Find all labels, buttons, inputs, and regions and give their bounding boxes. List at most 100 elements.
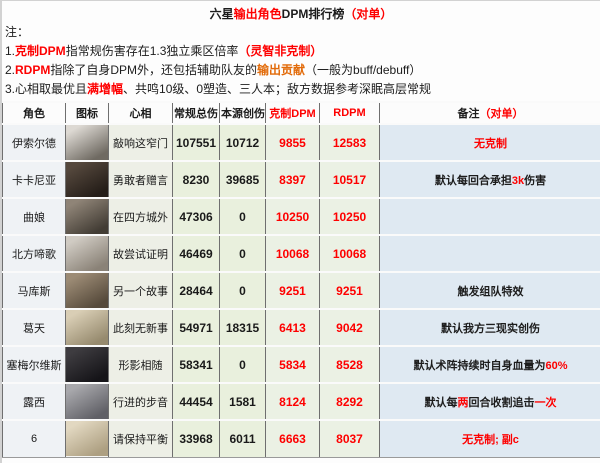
character-name: 马库斯 — [2, 271, 66, 310]
remark: 默认每两回合收割追击一次 — [379, 382, 600, 421]
stat-rdpm: 8292 — [319, 382, 380, 421]
stat-counter-dpm: 10068 — [265, 234, 320, 273]
character-portrait-cell — [65, 234, 109, 273]
stat-source-damage: 0 — [219, 271, 266, 310]
header-counter-dpm: 克制DPM — [265, 101, 320, 125]
psychube-name: 在四方城外 — [108, 197, 173, 236]
table-row: 6 请保持平衡 33968 6011 6663 8037 无克制; 副c — [2, 419, 600, 458]
stat-normal-damage: 47306 — [172, 197, 220, 236]
stat-source-damage: 0 — [219, 197, 266, 236]
note-line-2: 2.RDPM指除了自身DPM外，还包括辅助队友的输出贡献（一般为buff/deb… — [5, 63, 422, 77]
character-name: 露西 — [2, 382, 66, 421]
stat-counter-dpm: 5834 — [265, 345, 320, 384]
character-portrait-cell — [65, 419, 109, 458]
remark: 默认每回合承担3k伤害 — [379, 160, 600, 199]
stat-counter-dpm: 6413 — [265, 308, 320, 347]
character-name: 塞梅尔维斯 — [2, 345, 66, 384]
table-row: 露西 行进的步音 44454 1581 8124 8292 默认每两回合收割追击… — [2, 382, 600, 421]
table-row: 马库斯 另一个故事 28464 0 9251 9251 触发组队特效 — [2, 271, 600, 310]
psychube-name: 故尝试证明 — [108, 234, 173, 273]
stat-counter-dpm: 9855 — [265, 123, 320, 162]
header-rdpm: RDPM — [319, 101, 380, 125]
stat-source-damage: 18315 — [219, 308, 266, 347]
stat-counter-dpm: 6663 — [265, 419, 320, 458]
table-row: 曲娘 在四方城外 47306 0 10250 10250 — [2, 197, 600, 236]
stat-rdpm: 10068 — [319, 234, 380, 273]
character-portrait-cell — [65, 160, 109, 199]
stat-counter-dpm: 10250 — [265, 197, 320, 236]
stat-normal-damage: 44454 — [172, 382, 220, 421]
character-portrait-icon — [66, 385, 108, 419]
header-psychube: 心相 — [108, 101, 173, 125]
character-name: 葛天 — [2, 308, 66, 347]
table-row: 塞梅尔维斯 形影相随 58341 0 5834 8528 默认术阵持续时自身血量… — [2, 345, 600, 384]
character-portrait-cell — [65, 382, 109, 421]
character-portrait-cell — [65, 123, 109, 162]
dpm-ranking-table: 角色 图标 心相 常规总伤 本源创伤 克制DPM RDPM 备注（对单） 伊索尔… — [2, 101, 600, 458]
stat-counter-dpm: 8124 — [265, 382, 320, 421]
stat-rdpm: 10250 — [319, 197, 380, 236]
character-name: 伊索尔德 — [2, 123, 66, 162]
note-line-3: 3.心相取最优且满增幅、共鸣10级、0塑造、三人本；敌方数据参考深眠高层常规 — [5, 82, 432, 96]
character-portrait-icon — [66, 348, 108, 382]
character-portrait-icon — [66, 200, 108, 234]
stat-source-damage: 0 — [219, 345, 266, 384]
stat-rdpm: 9251 — [319, 271, 380, 310]
stat-source-damage: 39685 — [219, 160, 266, 199]
stat-rdpm: 10517 — [319, 160, 380, 199]
character-portrait-icon — [66, 237, 108, 271]
stat-normal-damage: 28464 — [172, 271, 220, 310]
remark — [379, 234, 600, 273]
remark — [379, 197, 600, 236]
character-portrait-cell — [65, 308, 109, 347]
stat-counter-dpm: 9251 — [265, 271, 320, 310]
psychube-name: 敲响这窄门 — [108, 123, 173, 162]
character-name: 曲娘 — [2, 197, 66, 236]
character-name: 6 — [2, 419, 66, 458]
notes-label: 注： — [5, 25, 30, 39]
remark: 触发组队特效 — [379, 271, 600, 310]
stat-normal-damage: 54971 — [172, 308, 220, 347]
remark: 默认我方三现实创伤 — [379, 308, 600, 347]
psychube-name: 形影相随 — [108, 345, 173, 384]
psychube-name: 另一个故事 — [108, 271, 173, 310]
character-portrait-cell — [65, 197, 109, 236]
header-icon: 图标 — [65, 101, 109, 125]
character-portrait-icon — [66, 422, 108, 456]
character-portrait-icon — [66, 163, 108, 197]
psychube-name: 此刻无新事 — [108, 308, 173, 347]
stat-counter-dpm: 8397 — [265, 160, 320, 199]
character-portrait-icon — [66, 311, 108, 345]
character-portrait-icon — [66, 274, 108, 308]
stat-normal-damage: 58341 — [172, 345, 220, 384]
stat-normal-damage: 107551 — [172, 123, 220, 162]
stat-source-damage: 10712 — [219, 123, 266, 162]
header-remark: 备注（对单） — [379, 101, 600, 125]
note-line-1: 1.克制DPM指常规伤害存在1.3独立乘区倍率（灵智非克制） — [5, 44, 323, 58]
header-normal-damage: 常规总伤 — [172, 101, 220, 125]
stat-rdpm: 8037 — [319, 419, 380, 458]
remark: 默认术阵持续时自身血量为60% — [379, 345, 600, 384]
character-portrait-cell — [65, 271, 109, 310]
stat-source-damage: 6011 — [219, 419, 266, 458]
stat-normal-damage: 33968 — [172, 419, 220, 458]
stat-rdpm: 8528 — [319, 345, 380, 384]
stat-normal-damage: 46469 — [172, 234, 220, 273]
character-portrait-cell — [65, 345, 109, 384]
psychube-name: 勇敢者赠言 — [108, 160, 173, 199]
stat-normal-damage: 8230 — [172, 160, 220, 199]
stat-rdpm: 9042 — [319, 308, 380, 347]
stat-source-damage: 0 — [219, 234, 266, 273]
character-portrait-icon — [66, 126, 108, 160]
psychube-name: 行进的步音 — [108, 382, 173, 421]
table-row: 葛天 此刻无新事 54971 18315 6413 9042 默认我方三现实创伤 — [2, 308, 600, 347]
table-row: 卡卡尼亚 勇敢者赠言 8230 39685 8397 10517 默认每回合承担… — [2, 160, 600, 199]
table-row: 伊索尔德 敲响这窄门 107551 10712 9855 12583 无克制 — [2, 123, 600, 162]
remark: 无克制 — [379, 123, 600, 162]
notes-block: 注： 1.克制DPM指常规伤害存在1.3独立乘区倍率（灵智非克制） 2.RDPM… — [2, 23, 600, 99]
header-character: 角色 — [2, 101, 66, 125]
table-header-row: 角色 图标 心相 常规总伤 本源创伤 克制DPM RDPM 备注（对单） — [2, 101, 600, 125]
table-row: 北方啼歌 故尝试证明 46469 0 10068 10068 — [2, 234, 600, 273]
stat-rdpm: 12583 — [319, 123, 380, 162]
